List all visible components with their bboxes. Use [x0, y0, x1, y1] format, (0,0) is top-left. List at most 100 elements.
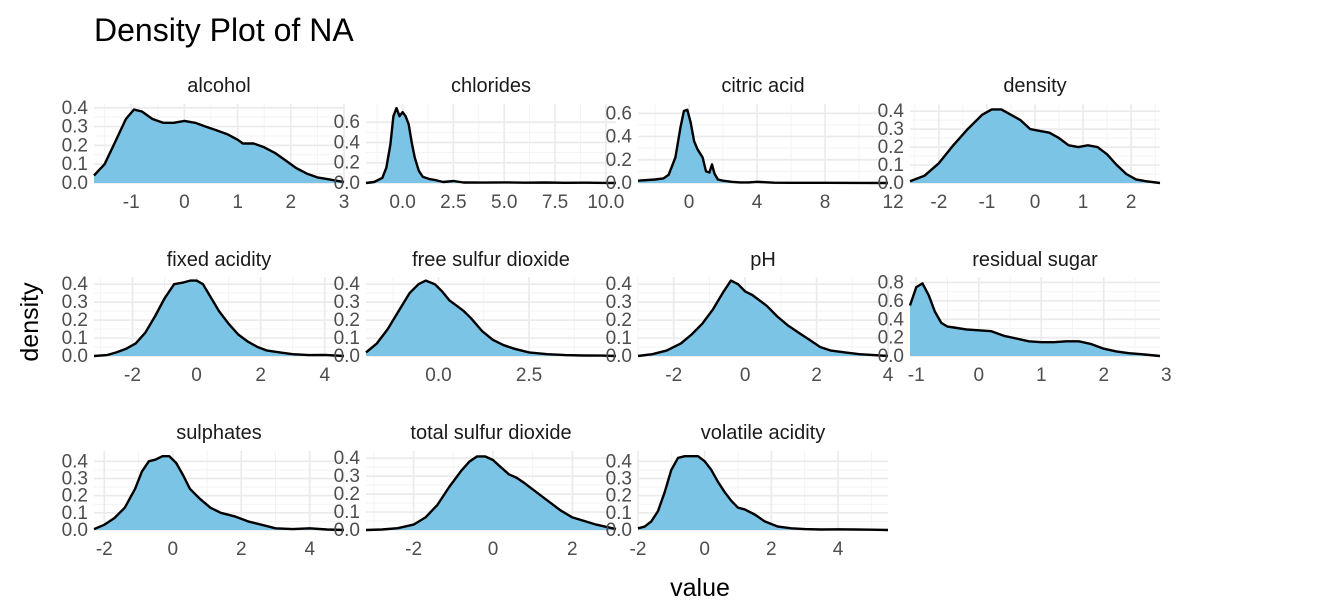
y-tick-label: 0.4 — [334, 132, 361, 153]
facet-panel-ph: pH 0.00.10.20.30.4 -2 0 2 4 — [606, 249, 894, 386]
chart-title: Density Plot of NA — [94, 12, 354, 48]
x-tick-label: 3 — [339, 192, 350, 213]
x-tick-label: -2 — [124, 365, 141, 386]
y-tick-label: 0.0 — [62, 173, 88, 194]
facet-panel-alcohol: alcohol 0.00.10.20.30.4 -1 0 1 2 3 — [62, 75, 350, 213]
y-tick-label: 0.2 — [878, 137, 904, 158]
y-tick-label: 0.3 — [334, 292, 360, 313]
facet-panel-total-sulfur-dioxide: total sulfur dioxide 0.00.10.20.30.4 -2 0 2 — [334, 422, 617, 560]
x-tick-label: 4 — [883, 365, 894, 386]
y-tick-label: 0.3 — [62, 292, 88, 313]
y-tick-label: 0.3 — [62, 117, 88, 138]
x-tick-label: 0.0 — [389, 192, 415, 213]
y-tick-label: 0.4 — [606, 127, 633, 148]
y-tick-label: 0.0 — [878, 346, 904, 367]
y-tick-label: 0.1 — [606, 328, 632, 349]
facet-strip-label: density — [1003, 75, 1066, 97]
x-tick-label: 0 — [1030, 192, 1041, 213]
x-tick-label: 4 — [752, 192, 763, 213]
y-tick-label: 0.3 — [334, 466, 360, 487]
x-tick-label: -2 — [405, 539, 422, 560]
y-tick-label: 0.0 — [606, 346, 632, 367]
x-tick-label: -1 — [123, 192, 140, 213]
density-line — [909, 108, 1161, 185]
y-tick-label: 0.0 — [62, 520, 88, 541]
y-tick-label: 0.4 — [878, 309, 905, 330]
y-tick-label: 0.6 — [334, 112, 360, 133]
density-area — [366, 108, 616, 183]
facet-strip-label: alcohol — [187, 75, 250, 97]
x-tick-label: 0 — [699, 539, 710, 560]
density-area — [94, 456, 344, 530]
density-line — [93, 108, 345, 184]
x-tick-label: 12 — [883, 192, 904, 213]
y-tick-label: 0.1 — [878, 155, 904, 176]
density-area — [910, 283, 1160, 356]
x-tick-label: -2 — [96, 539, 113, 560]
density-area — [638, 280, 888, 356]
density-line — [908, 282, 1161, 358]
density-line — [637, 279, 889, 358]
y-tick-label: 0.4 — [62, 274, 89, 295]
y-tick-label: 0.4 — [62, 98, 89, 119]
x-tick-label: 4 — [319, 365, 330, 386]
y-tick-label: 0.4 — [334, 448, 361, 469]
x-tick-label: -2 — [665, 365, 682, 386]
y-tick-label: 0.2 — [606, 150, 632, 171]
x-axis-title: value — [670, 574, 730, 602]
x-tick-label: 0 — [740, 365, 751, 386]
x-tick-label: 0 — [191, 365, 202, 386]
x-tick-label: 2 — [567, 539, 578, 560]
y-axis-title: density — [16, 282, 44, 362]
density-line — [365, 279, 617, 358]
density-line — [365, 455, 617, 532]
facet-strip-label: citric acid — [721, 75, 804, 97]
facet-strip-label: pH — [750, 249, 776, 271]
density-line — [365, 106, 617, 185]
y-tick-label: 0.3 — [606, 292, 632, 313]
facet-panel-volatile-acidity: volatile acidity 0.00.10.20.30.4 -2 0 2 4 — [606, 422, 889, 560]
y-tick-label: 0.2 — [334, 153, 360, 174]
y-tick-label: 0.3 — [606, 468, 632, 489]
x-tick-label: 2.5 — [516, 365, 542, 386]
y-tick-label: 0.0 — [606, 173, 632, 194]
x-tick-label: -1 — [908, 365, 925, 386]
y-tick-label: 0.1 — [334, 502, 360, 523]
x-tick-label: 4 — [304, 539, 315, 560]
y-tick-label: 0.0 — [62, 346, 88, 367]
facet-panel-fixed-acidity: fixed acidity 0.00.10.20.30.4 -2 0 2 4 — [62, 249, 345, 386]
y-tick-label: 0.0 — [334, 346, 360, 367]
y-tick-label: 0.6 — [878, 291, 904, 312]
density-area — [94, 109, 344, 183]
x-tick-label: 2 — [286, 192, 297, 213]
x-tick-label: 2 — [255, 365, 266, 386]
density-area — [366, 456, 616, 530]
y-tick-label: 0.1 — [334, 328, 360, 349]
density-line — [637, 108, 889, 185]
y-tick-label: 0.4 — [878, 101, 905, 122]
x-tick-label: 0 — [684, 192, 695, 213]
y-tick-label: 0.1 — [62, 328, 88, 349]
density-area — [910, 109, 1160, 183]
y-tick-label: 0.3 — [62, 468, 88, 489]
density-area — [94, 280, 344, 356]
y-tick-label: 0.4 — [62, 451, 89, 472]
x-tick-label: 0 — [488, 539, 499, 560]
x-tick-label: -2 — [630, 539, 647, 560]
facet-strip-label: volatile acidity — [701, 422, 826, 444]
x-tick-label: 1 — [1078, 192, 1089, 213]
x-tick-label: 2 — [766, 539, 777, 560]
density-line — [93, 455, 345, 532]
density-line — [637, 455, 889, 532]
facet-strip-label: free sulfur dioxide — [412, 249, 570, 271]
facet-strip-label: total sulfur dioxide — [410, 422, 571, 444]
x-tick-label: 4 — [833, 539, 844, 560]
y-tick-label: 0.4 — [606, 274, 633, 295]
y-tick-label: 0.0 — [606, 520, 632, 541]
y-tick-label: 0.2 — [334, 310, 360, 331]
y-tick-label: 0.2 — [62, 135, 88, 156]
